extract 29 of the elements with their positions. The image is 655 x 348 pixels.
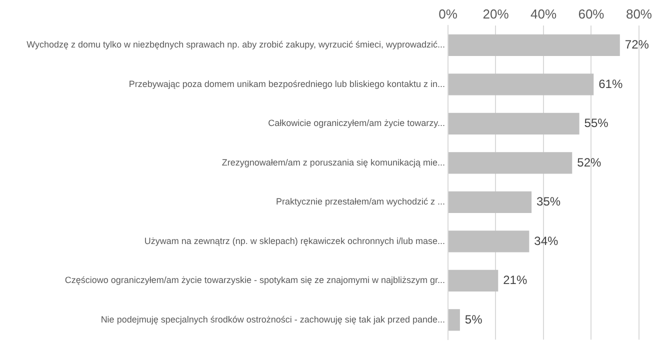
x-tick-label: 80% xyxy=(626,6,652,22)
bar xyxy=(448,191,532,214)
bar xyxy=(448,152,572,174)
y-tick-label: Całkowicie ograniczyłem/am życie towarzy... xyxy=(268,118,445,128)
data-label: 72% xyxy=(624,38,650,52)
bar xyxy=(448,34,620,56)
y-tick-label: Zrezygnowałem/am z poruszania się komunikacją mie... xyxy=(222,157,445,168)
bar xyxy=(448,74,594,96)
data-label: 55% xyxy=(584,116,609,130)
y-tick-label: Częściowo ograniczyłem/am życie towarzyskie - spotykam się ze znajomymi w najbliższym gr... xyxy=(64,275,445,286)
x-tick-label: 20% xyxy=(482,6,510,22)
data-label: 34% xyxy=(534,234,559,248)
data-label: 21% xyxy=(503,273,528,288)
bar xyxy=(448,270,498,292)
y-tick-label: Używam na zewnątrz (np. w sklepach) rękawiczek ochronnych i/lub mase... xyxy=(144,236,445,246)
x-tick-label: 40% xyxy=(530,6,557,22)
bar xyxy=(448,230,530,252)
data-label: 61% xyxy=(598,76,623,91)
y-tick-label: Nie podejmuję specjalnych środków ostrożności - zachowuję się tak jak przed pande... xyxy=(100,314,445,324)
data-label: 35% xyxy=(536,194,561,209)
y-tick-label: Przebywając poza domem unikam bezpośredniego lub bliskiego kontaktu z in... xyxy=(128,78,445,89)
y-tick-label: Praktycznie przestałem/am wychodzić z ... xyxy=(276,196,445,207)
x-tick-label: 0% xyxy=(438,6,458,22)
data-label: 5% xyxy=(464,312,483,326)
data-label: 52% xyxy=(577,155,602,170)
x-tick-label: 60% xyxy=(578,6,605,22)
bar xyxy=(448,112,580,135)
bar xyxy=(448,309,460,331)
y-tick-label: Wychodzę z domu tylko w niezbędnych sprawach np. aby zrobić zakupy, wyrzucić śmieci, wyprowadzić... xyxy=(26,40,445,50)
